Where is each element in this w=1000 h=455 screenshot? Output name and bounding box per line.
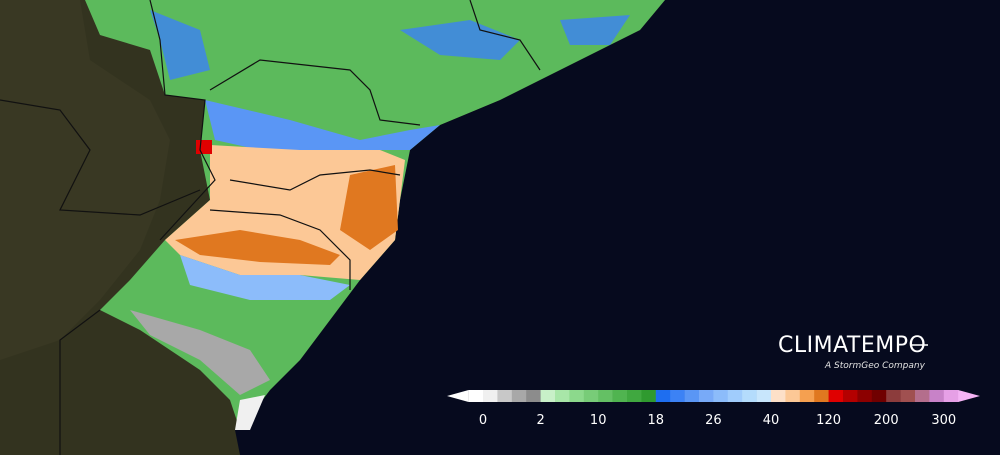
colorbar-low-arrow — [447, 390, 469, 402]
colorbar-segment — [756, 390, 772, 402]
rain-blue-patches — [150, 10, 630, 80]
rain-blue — [205, 100, 440, 150]
colorbar-segment — [511, 390, 527, 402]
colorbar-segment — [540, 390, 556, 402]
colorbar-segment — [799, 390, 815, 402]
colorbar-segment — [569, 390, 585, 402]
colorbar-segment — [483, 390, 498, 402]
colorbar-tick-label: 2 — [536, 413, 544, 428]
colorbar-tick-label: 300 — [931, 413, 956, 428]
colorbar-segment — [583, 390, 599, 402]
rain-orange — [175, 165, 398, 265]
colorbar-segment — [497, 390, 513, 402]
colorbar-segment — [943, 390, 959, 402]
colorbar: 0 2 10 18 26 40 120 200 300 — [447, 390, 980, 428]
colorbar-segment — [684, 390, 700, 402]
brand-tagline: A StormGeo Company — [824, 361, 926, 371]
colorbar-segment — [785, 390, 801, 402]
colorbar-segment — [742, 390, 757, 402]
colorbar-segment — [655, 390, 671, 402]
brand-name: CLIMATEMPO — [778, 333, 926, 358]
colorbar-segment — [857, 390, 873, 402]
rain-grey — [130, 310, 270, 395]
colorbar-segment — [843, 390, 858, 402]
rain-red — [196, 140, 212, 154]
colorbar-segment — [828, 390, 844, 402]
colorbar-tick-label: 18 — [648, 413, 665, 428]
colorbar-segment — [886, 390, 901, 402]
land-relief — [0, 0, 170, 360]
colorbar-segment — [612, 390, 628, 402]
colorbar-segment — [526, 390, 541, 402]
colorbar-segment — [871, 390, 887, 402]
colorbar-tick-label: 10 — [590, 413, 607, 428]
colorbar-segment — [699, 390, 714, 402]
colorbar-segment — [670, 390, 685, 402]
colorbar-tick-label: 200 — [874, 413, 899, 428]
borders — [0, 0, 541, 455]
colorbar-segment — [468, 390, 484, 402]
colorbar-segment — [555, 390, 570, 402]
colorbar-high-arrow — [958, 390, 980, 402]
colorbar-segment — [713, 390, 729, 402]
colorbar-tick-label: 120 — [816, 413, 841, 428]
colorbar-segment — [771, 390, 786, 402]
colorbar-tick-label: 0 — [479, 413, 487, 428]
colorbar-tick-label: 40 — [763, 413, 780, 428]
colorbar-segment — [900, 390, 916, 402]
colorbar-segment — [727, 390, 743, 402]
colorbar-tick-label: 26 — [705, 413, 722, 428]
colorbar-segment — [814, 390, 829, 402]
colorbar-segment — [598, 390, 613, 402]
colorbar-segment — [641, 390, 657, 402]
rain-blue-south — [180, 255, 350, 300]
colorbar-segment — [929, 390, 945, 402]
colorbar-segment — [915, 390, 930, 402]
colorbar-segment — [627, 390, 642, 402]
rain-white — [235, 395, 265, 430]
